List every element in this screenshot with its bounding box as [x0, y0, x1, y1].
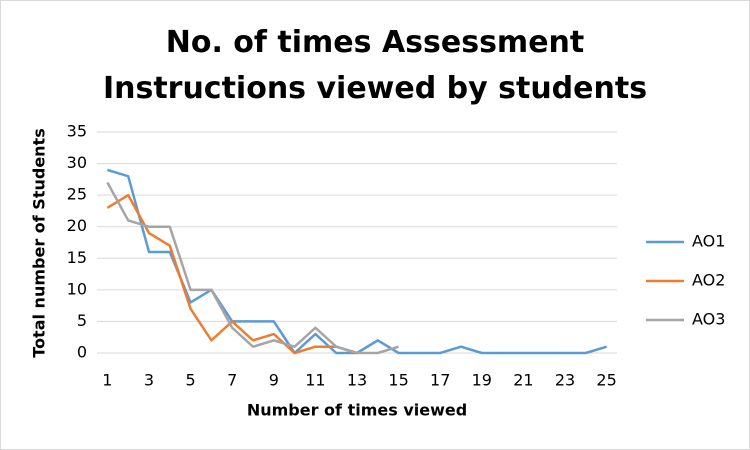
- x-tick-label: 1: [102, 371, 112, 390]
- legend-label: AO2: [692, 271, 725, 290]
- y-tick-label: 25: [67, 185, 87, 204]
- x-tick-label: 3: [144, 371, 154, 390]
- x-axis-title: Number of times viewed: [247, 401, 467, 420]
- series-line: [106, 193, 358, 355]
- x-tick-label: 11: [305, 371, 325, 390]
- y-tick-label: 30: [67, 153, 87, 172]
- legend-label: AO1: [692, 232, 725, 251]
- x-tick-label: 13: [347, 371, 367, 390]
- y-axis-title: Total number of Students: [30, 128, 49, 357]
- x-tick-label: 7: [227, 371, 237, 390]
- legend-label: AO3: [692, 310, 725, 329]
- x-tick-label: 9: [269, 371, 279, 390]
- y-tick-label: 0: [77, 343, 87, 362]
- x-tick-label: 21: [513, 371, 533, 390]
- x-tick-label: 23: [555, 371, 575, 390]
- x-tick-label: 25: [596, 371, 616, 390]
- y-tick-label: 20: [67, 216, 87, 235]
- y-tick-label: 35: [67, 122, 87, 141]
- x-tick-label: 19: [472, 371, 492, 390]
- y-tick-label: 5: [77, 311, 87, 330]
- x-tick-label: 17: [430, 371, 450, 390]
- series-line: [106, 181, 399, 355]
- y-tick-label: 10: [67, 279, 87, 298]
- y-tick-label: 15: [67, 248, 87, 267]
- chart-title: No. of times Assessment Instructions vie…: [102, 25, 648, 106]
- x-tick-label: 15: [388, 371, 408, 390]
- x-tick-label: 5: [186, 371, 196, 390]
